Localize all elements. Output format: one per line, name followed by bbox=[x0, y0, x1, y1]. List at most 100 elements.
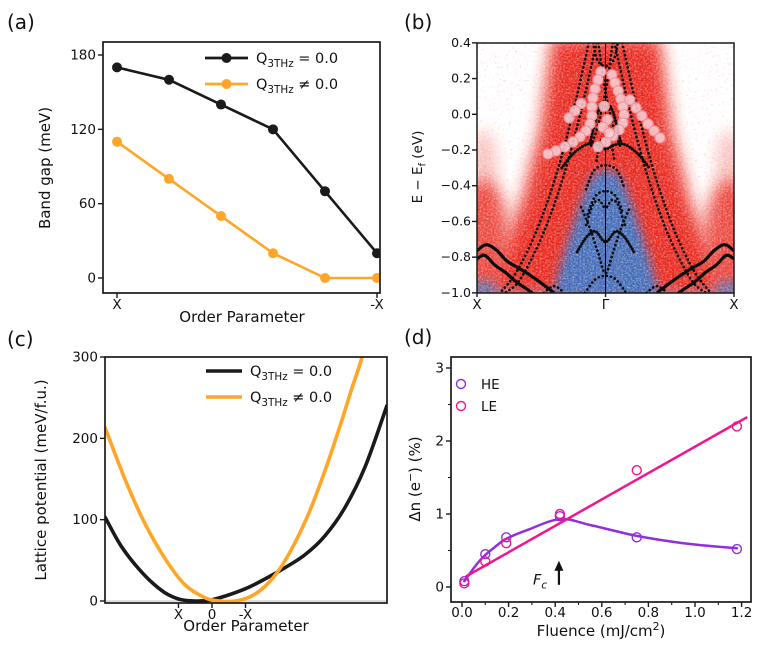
b-ytick-label: −0.4 bbox=[441, 178, 471, 193]
b-ytick-label: −0.8 bbox=[441, 249, 471, 264]
d-ytick-label: 0 bbox=[435, 580, 444, 596]
d-fc-label: Fc bbox=[533, 572, 547, 591]
d-xtick-label: 0.0 bbox=[451, 605, 472, 621]
c-ytick-label: 200 bbox=[72, 431, 98, 447]
a-data-point-1 bbox=[216, 211, 226, 222]
b-extracted-band-marker bbox=[592, 74, 604, 86]
c-series-line-0 bbox=[105, 404, 387, 603]
panel-a: 0 60 120 180 X -X Order Parameter Band gap (meV… bbox=[36, 41, 384, 326]
d-data-point-he bbox=[631, 532, 642, 543]
d-fc-arrow-head bbox=[554, 560, 564, 571]
panel-label-d: (d) bbox=[404, 325, 433, 349]
d-trend-line-le bbox=[465, 416, 748, 578]
b-xtick-label: X bbox=[729, 297, 738, 313]
b-extracted-band-marker bbox=[559, 141, 571, 153]
a-xtick-label: -X bbox=[370, 297, 383, 313]
d-data-point-he bbox=[480, 548, 491, 560]
b-band bbox=[645, 284, 669, 293]
b-extracted-band-marker bbox=[586, 101, 598, 113]
d-ytick-label: 1 bbox=[435, 507, 444, 523]
panel-d: Fc 0 1 2 3 0.0 0.2 0.4 0.6 0.8 1.0 1.2 Fluence (mJ/c… bbox=[404, 356, 752, 640]
c-yaxis-title: Lattice potential (meV/f.u.) bbox=[32, 379, 50, 580]
c-xtick-label: 0 bbox=[208, 607, 217, 623]
b-band bbox=[655, 243, 734, 293]
b-heatmap-area bbox=[477, 43, 734, 293]
c-xtick-label: X bbox=[174, 607, 183, 623]
b-band bbox=[477, 243, 556, 293]
d-data-point-le bbox=[459, 578, 470, 589]
b-extracted-band-marker bbox=[542, 148, 554, 160]
b-extracted-band-marker bbox=[654, 132, 666, 144]
a-legend-label: Q3THz = 0.0 bbox=[256, 51, 338, 70]
b-extracted-band-marker bbox=[567, 136, 579, 148]
b-band bbox=[677, 253, 734, 293]
b-band bbox=[542, 284, 566, 293]
d-legend-label: HE bbox=[481, 377, 500, 393]
a-legend-marker bbox=[221, 53, 232, 63]
a-data-point-1 bbox=[372, 273, 380, 283]
b-extracted-band-marker bbox=[603, 127, 615, 139]
d-legend-label: LE bbox=[481, 399, 497, 415]
c-xaxis-title: Order Parameter bbox=[183, 617, 309, 635]
d-xtick-label: 0.6 bbox=[591, 605, 612, 621]
b-extracted-band-marker bbox=[642, 118, 654, 130]
c-ytick-label: 300 bbox=[72, 350, 98, 366]
d-trend-line-he bbox=[463, 517, 739, 583]
a-series-area bbox=[112, 62, 380, 283]
b-ytick-label: −1.0 bbox=[441, 285, 471, 300]
a-data-point-0 bbox=[320, 186, 330, 197]
a-ytick-label: 120 bbox=[70, 122, 96, 138]
c-series-line-1 bbox=[105, 357, 364, 603]
a-data-point-1 bbox=[268, 248, 278, 259]
a-data-point-1 bbox=[164, 173, 174, 184]
a-axes-frame bbox=[102, 41, 381, 294]
a-legend-label: Q3THz ≠ 0.0 bbox=[256, 77, 338, 96]
b-extracted-band-marker bbox=[569, 105, 581, 117]
b-xtick-label: X bbox=[472, 297, 481, 313]
b-extracted-band-marker bbox=[598, 100, 610, 112]
a-series-line-0 bbox=[115, 66, 379, 255]
b-band bbox=[477, 253, 534, 293]
d-yaxis-title: Δn (e−) (%) bbox=[404, 436, 424, 521]
b-ytick-label: 0.4 bbox=[451, 35, 471, 50]
d-xtick-label: 1.0 bbox=[684, 605, 705, 621]
d-data-point-le bbox=[554, 508, 566, 520]
panel-b: 0.40.20.0−0.2−0.4−0.6−0.8−1.0X Γ XE − Ef (… bbox=[410, 35, 739, 313]
d-legend-marker-he bbox=[455, 378, 467, 390]
b-ytick-label: 0.2 bbox=[451, 71, 471, 86]
d-xtick-label: 0.4 bbox=[544, 605, 565, 621]
b-ytick-label: −0.6 bbox=[441, 213, 471, 228]
d-ytick-label: 2 bbox=[435, 434, 444, 450]
d-data-point-le bbox=[501, 538, 512, 549]
b-xtick-label: Γ bbox=[602, 297, 610, 313]
a-data-point-0 bbox=[216, 99, 226, 110]
b-extracted-band-marker bbox=[575, 97, 587, 110]
a-data-point-0 bbox=[268, 124, 278, 135]
b-axes-frame bbox=[476, 42, 735, 294]
b-extracted-band-marker bbox=[589, 83, 601, 95]
c-axes-frame bbox=[104, 356, 388, 604]
d-xtick-label: 0.8 bbox=[638, 605, 659, 621]
d-data-point-le bbox=[631, 465, 642, 476]
b-band bbox=[584, 198, 627, 227]
b-extracted-band-marker bbox=[592, 141, 604, 153]
c-series-area bbox=[105, 357, 387, 603]
d-series-area bbox=[459, 416, 748, 589]
a-ytick-label: 0 bbox=[87, 271, 96, 287]
d-axes-frame bbox=[450, 356, 752, 603]
a-xaxis-title: Order Parameter bbox=[179, 308, 305, 326]
c-ytick-label: 100 bbox=[72, 512, 98, 528]
a-legend-marker bbox=[221, 79, 232, 89]
b-band bbox=[588, 43, 615, 151]
a-data-point-0 bbox=[112, 62, 122, 73]
b-extracted-band-marker bbox=[624, 94, 636, 106]
a-ytick-label: 180 bbox=[70, 47, 96, 63]
d-data-point-he bbox=[501, 532, 512, 543]
a-data-point-1 bbox=[112, 136, 122, 147]
a-ytick-label: 60 bbox=[79, 196, 96, 212]
d-legend-marker-le bbox=[455, 400, 467, 412]
panel-label-c: (c) bbox=[7, 327, 34, 351]
d-xtick-label: 0.2 bbox=[498, 605, 519, 621]
a-data-point-0 bbox=[164, 74, 174, 85]
